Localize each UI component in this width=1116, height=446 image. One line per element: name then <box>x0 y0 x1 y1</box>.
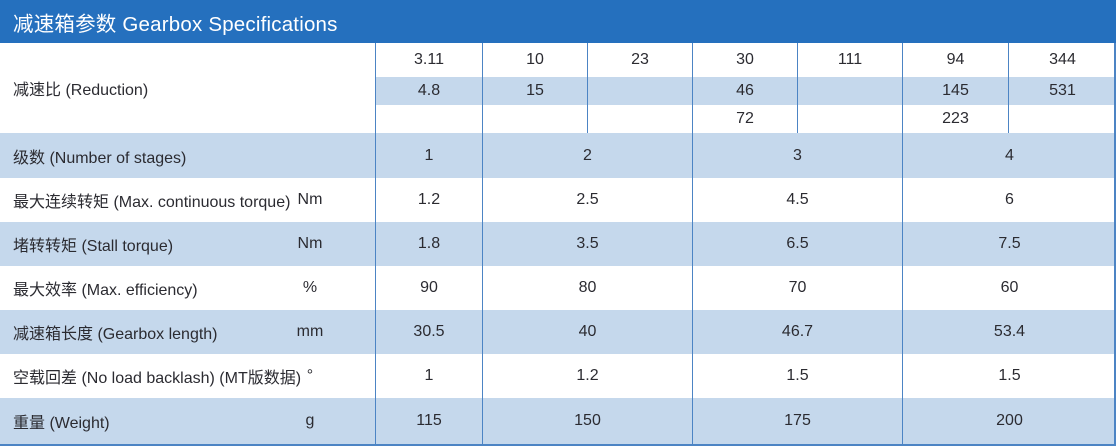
backlash-cell: 1.5 <box>902 354 1116 398</box>
stages-cell: 3 <box>692 133 902 178</box>
row-label-text: 最大效率 (Max. efficiency) <box>13 282 198 299</box>
reduction-cell <box>797 105 902 133</box>
efficiency-cell: 60 <box>902 266 1116 310</box>
row-label-max-efficiency: 最大效率 (Max. efficiency) % <box>0 266 375 310</box>
reduction-cell <box>587 105 692 133</box>
page-title: 减速箱参数 Gearbox Specifications <box>13 12 338 36</box>
weight-cell: 115 <box>375 398 482 444</box>
reduction-cell: 4.8 <box>375 77 482 105</box>
row-label-max-continuous-torque: 最大连续转矩 (Max. continuous torque) Nm <box>0 178 375 222</box>
efficiency-cell: 70 <box>692 266 902 310</box>
gearbox-spec-table: 减速比 (Reduction) 3.11 10 23 30 111 94 344… <box>0 43 1116 446</box>
row-label-text: 堵转转矩 (Stall torque) <box>13 238 174 255</box>
backlash-cell: 1 <box>375 354 482 398</box>
weight-cell: 150 <box>482 398 692 444</box>
reduction-cell: 30 <box>692 43 797 77</box>
reduction-cell <box>482 105 587 133</box>
reduction-label-text: 减速比 (Reduction) <box>13 82 149 99</box>
reduction-cell: 3.11 <box>375 43 482 77</box>
row-label-stages: 级数 (Number of stages) <box>0 133 375 178</box>
row-label-no-load-backlash: 空载回差 (No load backlash) (MT版数据) ° <box>0 354 375 398</box>
unit-label: mm <box>296 323 324 340</box>
unit-label: g <box>305 412 315 429</box>
stall-torque-cell: 6.5 <box>692 222 902 266</box>
length-cell: 30.5 <box>375 310 482 354</box>
stall-torque-cell: 3.5 <box>482 222 692 266</box>
row-label-stall-torque: 堵转转矩 (Stall torque) Nm <box>0 222 375 266</box>
backlash-cell: 1.5 <box>692 354 902 398</box>
stages-cell: 2 <box>482 133 692 178</box>
reduction-cell: 223 <box>902 105 1008 133</box>
torque-cell: 4.5 <box>692 178 902 222</box>
reduction-cell: 46 <box>692 77 797 105</box>
row-label-text: 减速箱长度 (Gearbox length) <box>13 326 218 343</box>
reduction-cell: 94 <box>902 43 1008 77</box>
length-cell: 46.7 <box>692 310 902 354</box>
efficiency-cell: 90 <box>375 266 482 310</box>
reduction-cell: 10 <box>482 43 587 77</box>
unit-label: Nm <box>297 191 323 208</box>
unit-label: % <box>302 279 318 296</box>
row-label-text: 空载回差 (No load backlash) (MT版数据) <box>13 370 302 387</box>
torque-cell: 6 <box>902 178 1116 222</box>
reduction-cell: 145 <box>902 77 1008 105</box>
backlash-cell: 1.2 <box>482 354 692 398</box>
stages-cell: 1 <box>375 133 482 178</box>
row-label-text: 级数 (Number of stages) <box>13 149 187 167</box>
stall-torque-cell: 1.8 <box>375 222 482 266</box>
efficiency-cell: 80 <box>482 266 692 310</box>
reduction-cell: 15 <box>482 77 587 105</box>
row-label-reduction: 减速比 (Reduction) <box>0 43 375 133</box>
row-label-gearbox-length: 减速箱长度 (Gearbox length) mm <box>0 310 375 354</box>
unit-label: Nm <box>297 235 323 252</box>
reduction-cell <box>375 105 482 133</box>
torque-cell: 2.5 <box>482 178 692 222</box>
reduction-cell: 344 <box>1008 43 1116 77</box>
reduction-cell <box>1008 105 1116 133</box>
reduction-cell <box>797 77 902 105</box>
torque-cell: 1.2 <box>375 178 482 222</box>
weight-cell: 200 <box>902 398 1116 444</box>
row-label-text: 重量 (Weight) <box>13 415 110 432</box>
reduction-cell <box>587 77 692 105</box>
reduction-cell: 23 <box>587 43 692 77</box>
length-cell: 40 <box>482 310 692 354</box>
weight-cell: 175 <box>692 398 902 444</box>
stall-torque-cell: 7.5 <box>902 222 1116 266</box>
stages-cell: 4 <box>902 133 1116 178</box>
reduction-cell: 111 <box>797 43 902 77</box>
length-cell: 53.4 <box>902 310 1116 354</box>
reduction-cell: 72 <box>692 105 797 133</box>
reduction-cell: 531 <box>1008 77 1116 105</box>
row-label-weight: 重量 (Weight) g <box>0 398 375 444</box>
row-label-text: 最大连续转矩 (Max. continuous torque) <box>13 194 291 211</box>
unit-label: ° <box>306 367 314 384</box>
title-bar: 减速箱参数 Gearbox Specifications <box>0 0 1116 43</box>
